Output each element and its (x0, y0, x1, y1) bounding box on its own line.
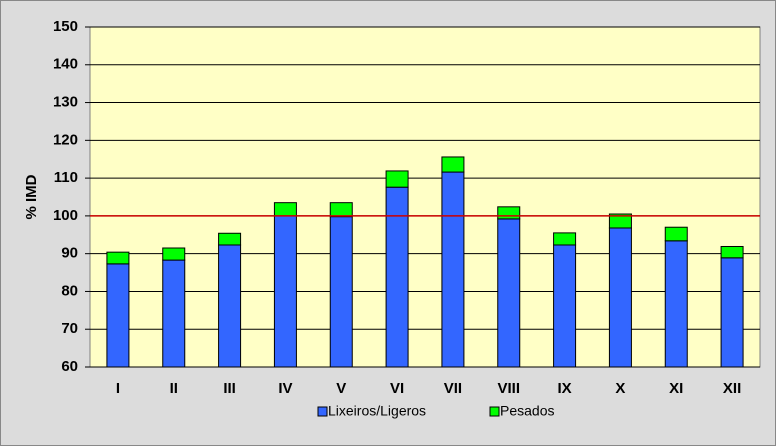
bar-segment (385, 170, 409, 188)
bar-segment (664, 226, 688, 242)
bar-segment (273, 215, 297, 368)
y-tick-label: 60 (61, 358, 78, 375)
y-tick-label: 90 (61, 245, 78, 262)
bar-segment (329, 202, 353, 218)
bar-segment (218, 232, 242, 246)
x-tick-label: II (170, 380, 178, 397)
bar-segment (497, 218, 521, 368)
bar-segment (441, 171, 465, 368)
x-tick-label: I (116, 380, 120, 397)
legend-label: Pesados (500, 403, 554, 419)
bar-segment (162, 247, 186, 261)
x-tick-label: XI (669, 380, 683, 397)
y-tick-label: 110 (54, 169, 78, 186)
bar-segment (720, 257, 744, 368)
x-tick-label: VI (390, 380, 404, 397)
legend-label: Lixeiros/Ligeros (328, 403, 426, 419)
y-tick-label: 130 (53, 94, 78, 111)
bar-segment (608, 227, 632, 368)
bar-segment (553, 232, 577, 246)
x-tick-label: VIII (497, 380, 520, 397)
legend-swatch (317, 406, 328, 417)
x-tick-label: IX (557, 380, 571, 397)
bar-segment (441, 156, 465, 173)
bar-segment (106, 251, 130, 265)
bar-segment (273, 202, 297, 217)
legend-swatch (489, 406, 500, 417)
bar-segment (497, 206, 521, 220)
x-tick-label: X (615, 380, 625, 397)
bar-segment (608, 213, 632, 229)
bar-segment (106, 263, 130, 368)
y-tick-label: 150 (53, 18, 78, 35)
bar-segment (218, 244, 242, 368)
y-tick-label: 100 (53, 207, 78, 224)
y-tick-label: 70 (61, 320, 78, 337)
bar-segment (162, 259, 186, 368)
bar-segment (385, 186, 409, 368)
bar-segment (329, 216, 353, 368)
y-tick-label: 140 (53, 56, 78, 73)
y-axis-label: % IMD (23, 174, 40, 219)
plot-area (89, 26, 761, 368)
bar-segment (720, 245, 744, 259)
legend: Lixeiros/Ligeros Pesados (317, 403, 554, 419)
x-tick-label: VII (444, 380, 462, 397)
bar-segment (553, 244, 577, 368)
y-tick-label: 120 (53, 131, 78, 148)
x-tick-label: III (223, 380, 236, 397)
y-tick-label: 80 (61, 282, 78, 299)
x-tick-label: IV (278, 380, 292, 397)
bar-segment (664, 240, 688, 368)
x-tick-label: XII (723, 380, 741, 397)
x-tick-label: V (336, 380, 346, 397)
